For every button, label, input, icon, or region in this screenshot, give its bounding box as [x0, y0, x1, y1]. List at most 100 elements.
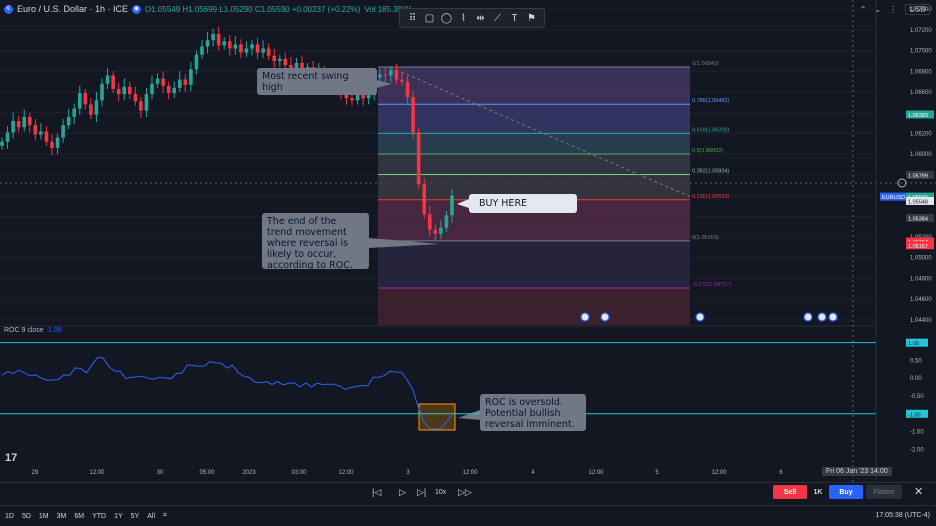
quantity-field[interactable]: 1K: [813, 488, 823, 496]
candle-body: [422, 184, 427, 215]
candle-body: [116, 88, 121, 95]
timeframe-all[interactable]: All: [147, 512, 156, 520]
candle-body: [111, 75, 115, 89]
circle-icon[interactable]: ◯: [440, 12, 453, 24]
economic-event-icon[interactable]: [817, 312, 827, 322]
flag-marker-icon[interactable]: ⚑: [527, 12, 536, 24]
timeframe-1d[interactable]: 1D: [5, 512, 14, 520]
candle: [11, 112, 15, 139]
roc-highlight-box[interactable]: [418, 403, 456, 431]
callout-swing-high[interactable]: Most recent swing high: [257, 68, 377, 95]
candle-body: [394, 70, 399, 80]
candle: [5, 126, 10, 149]
roc-tick: -1.50: [910, 430, 924, 436]
candle: [444, 211, 449, 232]
time-tick: 3: [406, 470, 410, 476]
callout-roc-oversold[interactable]: ROC is oversold. Potential bullish rever…: [480, 394, 586, 431]
candle: [266, 43, 271, 60]
timeframe-5y[interactable]: 5Y: [130, 512, 140, 520]
sell-button[interactable]: Sell: [773, 485, 807, 499]
roc-tick: -2.00: [910, 447, 924, 453]
measure-icon[interactable]: ⇹: [476, 12, 485, 24]
time-tick: 03:00: [291, 470, 307, 476]
chevron-down-icon[interactable]: ⌄: [874, 5, 882, 14]
time-tick: 12:00: [588, 470, 604, 476]
callout-pointer: [369, 238, 440, 248]
step-forward-icon[interactable]: ▷|: [417, 487, 427, 497]
step-back-icon[interactable]: |◁: [372, 487, 382, 497]
eye-icon[interactable]: ◉: [132, 4, 142, 14]
candle-body: [139, 101, 143, 111]
candle: [383, 67, 388, 83]
timeframe-1y[interactable]: 1Y: [114, 512, 123, 520]
roc-legend[interactable]: ROC 9 close -1.00: [4, 327, 62, 334]
timeframe-1m[interactable]: 1M: [38, 512, 49, 520]
price-tick: 1.06000: [910, 152, 932, 158]
candle-body: [350, 98, 354, 101]
timeframe-ytd[interactable]: YTD: [92, 512, 107, 520]
price-tick: 1.07400: [910, 7, 932, 13]
candle: [89, 98, 93, 119]
candle-body: [355, 93, 360, 101]
candle: [183, 74, 188, 93]
timeframe-5d[interactable]: 5D: [21, 512, 31, 520]
jump-to-realtime-icon[interactable]: ▷▷: [458, 487, 472, 497]
fib-level-label: -0.272(1.04707): [692, 282, 731, 288]
close-icon[interactable]: ✕: [914, 486, 924, 498]
callout-trend-end[interactable]: The end of the trend movement where reve…: [262, 213, 369, 271]
candle: [233, 36, 238, 55]
buy-button[interactable]: Buy: [829, 485, 863, 499]
candle-body: [444, 215, 449, 228]
timeframe-6m[interactable]: 6M: [74, 512, 85, 520]
tradingview-logo-icon[interactable]: 17: [5, 452, 18, 464]
candle-body: [144, 94, 149, 111]
symbol-legend[interactable]: € Euro / U.S. Dollar · 1h · ICE ◉ O1.055…: [4, 4, 412, 14]
candle: [211, 28, 215, 47]
callout-buy-here[interactable]: BUY HERE: [469, 194, 577, 213]
time-tick: 12:00: [462, 470, 478, 476]
trend-line[interactable]: [389, 66, 691, 198]
candle: [277, 54, 282, 68]
price-tag-bg: [906, 192, 934, 201]
currency-selector[interactable]: USD: [905, 4, 930, 15]
price-tag: EURUSD: [882, 195, 905, 201]
roc-tag-bg: [906, 338, 928, 347]
economic-event-icon[interactable]: [828, 312, 838, 322]
calendar-icon[interactable]: ⌗: [163, 512, 167, 519]
price-tag-bg: [906, 170, 934, 179]
candle: [177, 71, 182, 93]
more-icon[interactable]: ⋮: [889, 5, 898, 14]
replay-speed[interactable]: 10x: [435, 489, 447, 496]
candle-body: [377, 74, 382, 78]
candle: [55, 133, 60, 155]
economic-event-icon[interactable]: [695, 312, 705, 322]
clock[interactable]: 17:05:38 (UTC-4): [875, 512, 930, 519]
candle-body: [439, 227, 443, 234]
rect-icon[interactable]: ▢: [424, 12, 435, 24]
economic-event-icon[interactable]: [803, 312, 813, 322]
drag-handle-icon[interactable]: ⠿: [408, 12, 417, 24]
brush-icon[interactable]: ⌇: [461, 12, 466, 24]
line-icon[interactable]: ⟋: [494, 12, 501, 24]
flatten-button[interactable]: Flatten: [866, 485, 902, 499]
candle: [139, 97, 143, 118]
roc-line: [1, 356, 453, 430]
chevron-up-icon[interactable]: ⌃: [859, 5, 867, 14]
candle-body: [161, 78, 165, 86]
economic-event-icon[interactable]: [580, 312, 590, 322]
fib-retracement[interactable]: 1(1.06842) 0.786(1.06482) 0.618(1.06200) 0.…: [378, 61, 731, 325]
time-tick: 5: [655, 470, 659, 476]
economic-event-icon[interactable]: [600, 312, 610, 322]
symbol-title[interactable]: Euro / U.S. Dollar · 1h · ICE: [17, 4, 129, 14]
add-alert-icon[interactable]: [897, 178, 907, 188]
candle: [216, 26, 221, 51]
time-tick: 4: [531, 470, 535, 476]
play-icon[interactable]: ▷: [399, 487, 406, 497]
volume-value: Vol 185.398K: [364, 4, 412, 14]
text-icon[interactable]: T: [511, 12, 518, 24]
crosshair-date: Fri 06 Jan '23 14:00: [822, 467, 892, 476]
candle-body: [83, 93, 88, 105]
timeframe-3m[interactable]: 3M: [56, 512, 67, 520]
